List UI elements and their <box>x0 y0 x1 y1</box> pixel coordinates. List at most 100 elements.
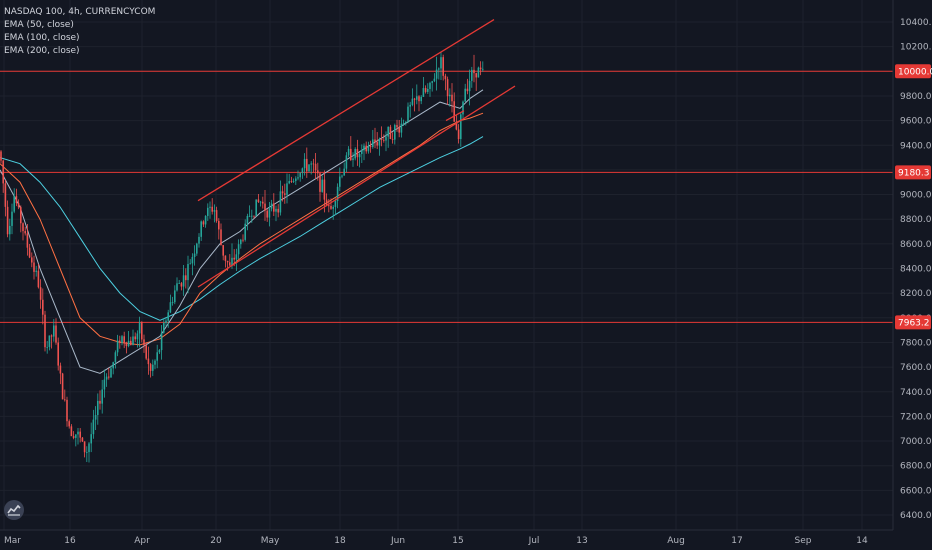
candle[interactable] <box>53 319 55 342</box>
candle[interactable] <box>268 201 271 227</box>
time-axis[interactable]: Mar 16 Apr 20 May 18 Jun 15 Jul 13 Aug 17 Sep 14 <box>4 536 868 546</box>
candle[interactable] <box>31 252 33 268</box>
candle[interactable] <box>116 334 119 357</box>
candle[interactable] <box>317 162 319 181</box>
candle[interactable] <box>328 198 330 213</box>
candle[interactable] <box>299 172 301 182</box>
candle[interactable] <box>431 80 433 92</box>
candle[interactable] <box>396 119 398 132</box>
candle[interactable] <box>248 205 251 218</box>
candle[interactable] <box>367 141 370 154</box>
candle[interactable] <box>341 174 343 179</box>
candle[interactable] <box>336 183 339 209</box>
candle[interactable] <box>380 126 383 147</box>
candle[interactable] <box>35 265 37 277</box>
candle[interactable] <box>407 102 409 124</box>
candle[interactable] <box>57 337 59 371</box>
candle[interactable] <box>286 173 288 204</box>
candle[interactable] <box>482 61 484 72</box>
candle[interactable] <box>284 183 286 204</box>
legend-ema-50[interactable]: EMA (50, close) <box>4 20 74 30</box>
candle[interactable] <box>237 239 240 260</box>
candle[interactable] <box>110 365 112 378</box>
candle[interactable] <box>156 344 158 369</box>
candle[interactable] <box>6 200 9 238</box>
candle[interactable] <box>257 194 260 204</box>
candle[interactable] <box>204 215 207 228</box>
candle[interactable] <box>13 188 15 214</box>
candle[interactable] <box>121 334 123 346</box>
candle[interactable] <box>310 161 312 175</box>
candle[interactable] <box>61 372 64 400</box>
candle[interactable] <box>343 162 345 176</box>
candle[interactable] <box>178 279 180 284</box>
tradingview-logo[interactable] <box>4 500 24 520</box>
candle[interactable] <box>312 158 315 173</box>
candle[interactable] <box>224 255 227 268</box>
candle[interactable] <box>462 100 464 119</box>
candle[interactable] <box>39 279 42 309</box>
candle[interactable] <box>383 134 385 143</box>
candle[interactable] <box>77 427 79 445</box>
candle[interactable] <box>466 78 469 95</box>
candle[interactable] <box>339 167 341 191</box>
candle[interactable] <box>218 218 220 240</box>
candle[interactable] <box>231 243 233 269</box>
candle[interactable] <box>68 419 70 429</box>
candle[interactable] <box>191 253 194 276</box>
candle[interactable] <box>79 428 81 443</box>
candle[interactable] <box>174 285 176 305</box>
candle[interactable] <box>279 180 282 216</box>
candle[interactable] <box>165 317 167 327</box>
candle[interactable] <box>222 245 224 261</box>
candlesticks[interactable] <box>0 51 484 463</box>
candle[interactable] <box>185 268 187 289</box>
candle[interactable] <box>209 201 211 219</box>
candle[interactable] <box>33 255 35 280</box>
candle[interactable] <box>81 437 84 442</box>
candle[interactable] <box>262 196 264 209</box>
candle[interactable] <box>288 173 290 185</box>
candle[interactable] <box>290 176 293 183</box>
candle[interactable] <box>226 260 229 271</box>
candle[interactable] <box>75 434 77 447</box>
candle[interactable] <box>160 324 163 360</box>
candle[interactable] <box>2 159 4 193</box>
candle[interactable] <box>235 248 238 272</box>
candle[interactable] <box>391 132 394 144</box>
candle[interactable] <box>435 56 438 91</box>
candle[interactable] <box>145 342 147 361</box>
candle[interactable] <box>108 367 110 380</box>
candle[interactable] <box>64 389 66 402</box>
price-axis[interactable]: 6400.0 6600.0 6800.0 7000.0 7200.0 7400.0 7600… <box>900 18 932 521</box>
candle[interactable] <box>264 190 266 221</box>
candle[interactable] <box>321 175 323 193</box>
candle[interactable] <box>402 119 405 126</box>
candle[interactable] <box>158 349 161 355</box>
channel-trendline[interactable] <box>197 18 495 202</box>
candle[interactable] <box>88 442 90 463</box>
candle[interactable] <box>471 66 473 88</box>
trend-channel-lines[interactable] <box>197 18 516 288</box>
candle[interactable] <box>453 92 455 122</box>
candle[interactable] <box>270 199 273 212</box>
candle[interactable] <box>112 361 114 375</box>
candle[interactable] <box>119 335 121 349</box>
legend-ema-100[interactable]: EMA (100, close) <box>4 33 80 43</box>
candle[interactable] <box>308 163 310 173</box>
candle[interactable] <box>446 76 449 105</box>
candle[interactable] <box>154 359 156 370</box>
candle[interactable] <box>275 205 277 222</box>
channel-trendline[interactable] <box>445 110 465 122</box>
candle[interactable] <box>200 220 202 241</box>
candle[interactable] <box>152 359 154 377</box>
candle[interactable] <box>323 170 326 213</box>
candle[interactable] <box>273 193 275 217</box>
candle[interactable] <box>422 76 425 97</box>
candle[interactable] <box>295 176 297 185</box>
candle[interactable] <box>246 213 249 231</box>
candle[interactable] <box>356 139 359 166</box>
candle[interactable] <box>0 150 2 164</box>
candle[interactable] <box>297 170 299 181</box>
candle[interactable] <box>46 340 48 354</box>
